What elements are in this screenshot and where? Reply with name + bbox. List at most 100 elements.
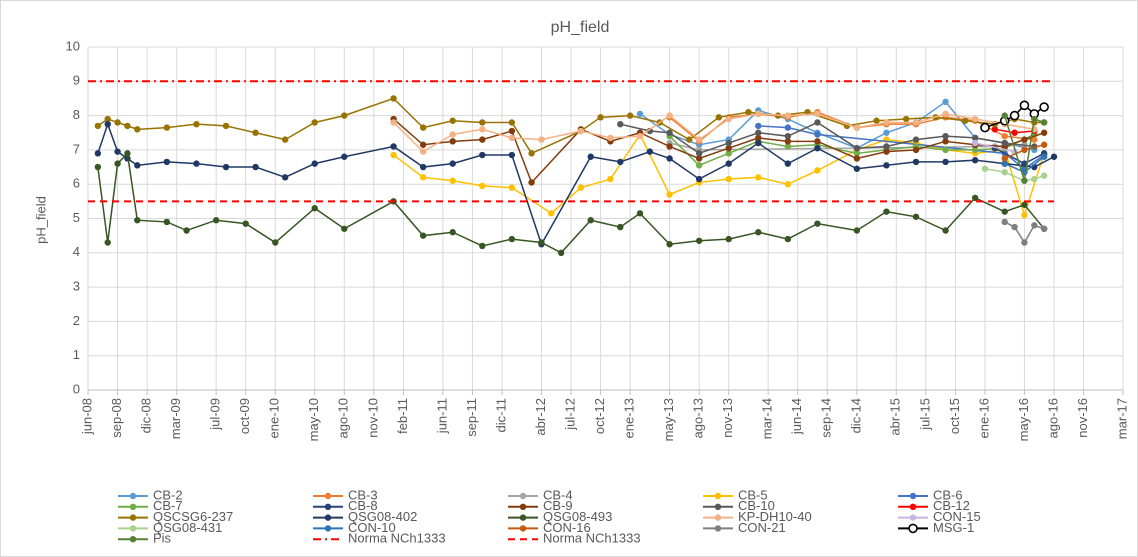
x-tick-label: sep-14 [819, 398, 834, 438]
data-point [853, 155, 861, 162]
data-point [755, 129, 762, 136]
legend-marker [714, 492, 722, 500]
data-point [193, 120, 200, 128]
legend-marker [714, 503, 722, 510]
x-tick-label: ago-10 [336, 398, 351, 438]
series-line [974, 142, 1015, 153]
data-point [124, 150, 131, 157]
x-tick-label: jul-15 [917, 398, 932, 431]
data-point [912, 146, 920, 154]
data-point [725, 175, 732, 183]
legend-label: CB-8 [348, 498, 378, 513]
legend-marker [519, 503, 527, 510]
chart-title: pH_field [551, 19, 610, 36]
data-point [557, 249, 565, 256]
y-tick-label: 9 [73, 73, 80, 88]
data-point [695, 162, 703, 169]
y-tick-label: 7 [73, 141, 80, 156]
data-point [1021, 211, 1028, 219]
data-point [1011, 129, 1018, 136]
data-point [163, 158, 171, 166]
data-point [784, 132, 792, 140]
data-point [114, 160, 121, 167]
data-point [212, 217, 220, 224]
data-point [991, 126, 999, 133]
data-point [942, 227, 949, 234]
data-point [163, 124, 171, 131]
data-point [449, 177, 456, 184]
data-point [1001, 132, 1008, 140]
x-tick-label: sep-11 [464, 398, 479, 437]
data-point [883, 129, 890, 136]
data-point [784, 112, 792, 119]
legend-label: CB-4 [543, 487, 573, 502]
data-point [883, 148, 890, 155]
x-tick-label: feb-11 [395, 398, 410, 434]
data-point [272, 239, 279, 246]
data-point [419, 141, 427, 148]
x-tick-label: nov-10 [365, 398, 380, 438]
data-point [971, 115, 979, 123]
x-tick-label: ago-13 [691, 398, 706, 438]
data-point [1009, 110, 1020, 121]
data-point [1031, 136, 1038, 143]
legend-marker [324, 514, 332, 521]
data-point [114, 119, 121, 126]
x-tick-label: may-10 [306, 398, 321, 441]
legend-label: MSG-1 [933, 520, 974, 535]
data-point [508, 134, 516, 142]
data-point [873, 117, 880, 124]
data-point [508, 151, 516, 159]
data-point [942, 146, 949, 154]
data-point [646, 127, 654, 135]
data-point [311, 119, 318, 126]
data-point [942, 158, 949, 166]
data-point [577, 184, 585, 191]
data-point [587, 217, 594, 224]
data-point [548, 210, 555, 217]
data-point [508, 184, 516, 191]
data-point [853, 165, 861, 172]
legend-label: Norma NCh1333 [348, 531, 446, 546]
data-point [1040, 225, 1048, 232]
data-point [853, 144, 861, 152]
data-point [617, 223, 624, 231]
data-point [745, 108, 752, 116]
data-point [636, 210, 644, 217]
data-point [479, 136, 486, 143]
legend-label: CB-3 [348, 487, 378, 502]
data-point [528, 179, 535, 186]
data-point [538, 239, 545, 246]
data-point [853, 150, 861, 157]
data-point [1001, 208, 1008, 215]
data-point [912, 136, 920, 143]
data-point [597, 114, 604, 121]
legend-marker [909, 514, 917, 521]
data-point [883, 119, 890, 126]
data-point [636, 132, 644, 140]
y-tick-label: 0 [73, 381, 80, 396]
data-point [814, 119, 821, 126]
legend-marker [129, 503, 137, 510]
data-point [755, 110, 762, 118]
data-point [390, 151, 397, 159]
legend-label: CB-2 [153, 487, 183, 502]
data-point [114, 148, 121, 155]
data-point [449, 131, 456, 138]
data-point [1001, 139, 1008, 147]
data-point [1040, 141, 1048, 148]
data-point [912, 158, 920, 166]
data-point [814, 220, 821, 227]
data-point [222, 163, 230, 171]
data-point [94, 150, 102, 157]
data-point [124, 122, 131, 130]
legend-marker [324, 492, 332, 500]
legend-label: CON-21 [738, 520, 786, 535]
data-point [1021, 136, 1028, 143]
legend-marker [324, 503, 332, 510]
data-point [419, 124, 427, 131]
series-line [639, 100, 1035, 151]
data-point [252, 163, 259, 171]
x-tick-label: oct-12 [592, 398, 607, 434]
